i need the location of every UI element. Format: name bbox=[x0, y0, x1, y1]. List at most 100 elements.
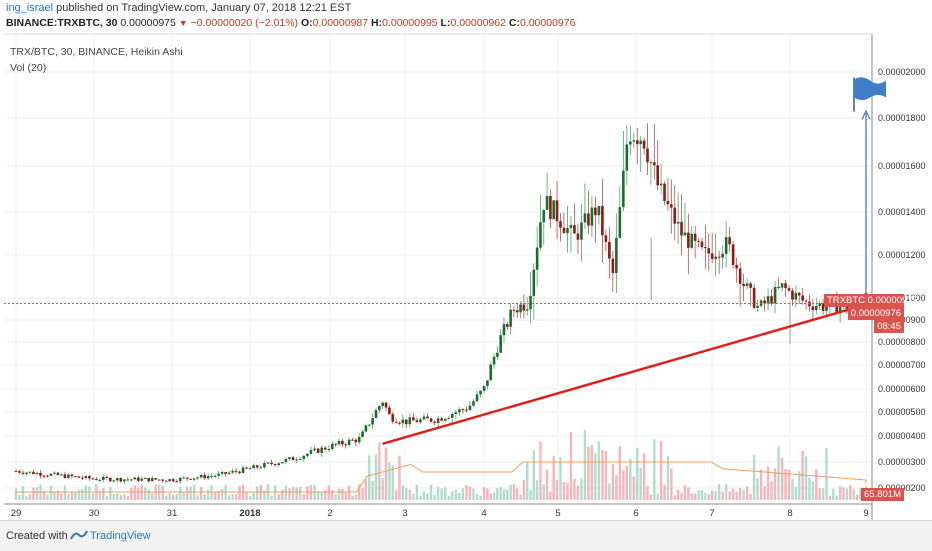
volume-bar bbox=[324, 489, 327, 500]
candle-body bbox=[663, 183, 666, 201]
candle-body bbox=[182, 477, 185, 479]
volume-bar bbox=[378, 442, 381, 500]
volume-bar bbox=[401, 485, 405, 500]
candle-body bbox=[680, 221, 683, 236]
volume-bar bbox=[196, 494, 199, 500]
candle-body bbox=[248, 468, 252, 470]
y-tick-label: 0.00000500 bbox=[878, 407, 926, 417]
candle-body bbox=[707, 248, 711, 254]
candle-body bbox=[140, 478, 144, 481]
candle-body bbox=[206, 476, 210, 479]
candle-body bbox=[351, 439, 354, 441]
volume-bar bbox=[594, 452, 597, 500]
candle-body bbox=[673, 207, 677, 224]
low-label: L: bbox=[440, 17, 451, 29]
tradingview-logo-icon bbox=[70, 530, 88, 540]
candle-body bbox=[587, 213, 590, 226]
volume-bar bbox=[63, 485, 67, 500]
volume-bar bbox=[112, 493, 116, 500]
candle-body bbox=[401, 419, 405, 424]
volume-bar bbox=[659, 440, 663, 500]
candle-body bbox=[331, 443, 334, 450]
candle-body bbox=[704, 247, 707, 249]
candle-body bbox=[700, 241, 704, 248]
candle-body bbox=[199, 474, 203, 478]
candle-body bbox=[687, 232, 690, 248]
candle-body bbox=[270, 462, 273, 465]
candle-body bbox=[433, 421, 436, 423]
tradingview-brand-link[interactable]: TradingView bbox=[90, 530, 151, 542]
candle-body bbox=[21, 472, 25, 474]
candle-body bbox=[656, 165, 660, 186]
candle-body bbox=[255, 465, 259, 468]
volume-bar bbox=[302, 494, 306, 500]
candle-body bbox=[364, 425, 368, 432]
y-tick-label: 0.00001800 bbox=[878, 113, 926, 123]
candle-body bbox=[220, 471, 224, 474]
series-legend[interactable]: TRX/BTC, 30, BINANCE, Heikin Ashi bbox=[10, 46, 183, 58]
volume-bar bbox=[842, 487, 845, 500]
volume-bar bbox=[299, 486, 302, 500]
candle-body bbox=[642, 140, 646, 149]
volume-bar bbox=[74, 492, 77, 500]
candle-body bbox=[295, 459, 298, 461]
candle-body bbox=[245, 467, 248, 469]
x-tick-label: 29 bbox=[11, 508, 22, 519]
candle-body bbox=[178, 477, 182, 482]
candle-body bbox=[611, 258, 615, 274]
volume-bar bbox=[440, 488, 443, 500]
volume-bar bbox=[224, 485, 227, 500]
volume-bar bbox=[351, 495, 354, 500]
close-value: 0.00000976 bbox=[519, 17, 576, 29]
volume-legend[interactable]: Vol (20) bbox=[10, 62, 47, 74]
volume-bar bbox=[109, 486, 112, 500]
volume-bar bbox=[288, 488, 291, 500]
candle-body bbox=[371, 418, 374, 425]
volume-bar bbox=[151, 492, 154, 500]
candle-body bbox=[143, 477, 147, 479]
candle-body bbox=[697, 240, 700, 242]
candle-body bbox=[122, 479, 126, 482]
volume-bar bbox=[189, 486, 192, 500]
volume-bar bbox=[724, 484, 728, 500]
candle-body bbox=[14, 471, 18, 473]
volume-bar bbox=[535, 480, 539, 500]
volume-bar bbox=[81, 489, 84, 500]
volume-bar bbox=[433, 494, 436, 500]
volume-bar bbox=[542, 484, 545, 500]
volume-bar bbox=[663, 484, 666, 500]
volume-bar bbox=[331, 490, 334, 500]
candle-body bbox=[133, 477, 137, 480]
candle-body bbox=[625, 144, 629, 171]
volume-bar bbox=[835, 495, 838, 500]
volume-bar bbox=[656, 493, 659, 500]
candle-body bbox=[419, 419, 422, 423]
candle-body bbox=[821, 303, 825, 311]
candle-body bbox=[415, 420, 419, 423]
price-chart[interactable]: 0.00002000 0.00001800 0.00001600 0.00001400… bbox=[0, 0, 932, 520]
volume-bar bbox=[791, 478, 794, 500]
author-link[interactable]: ing_israel bbox=[6, 2, 54, 14]
volume-bar bbox=[683, 485, 687, 500]
candle-body bbox=[164, 480, 168, 482]
close-price-tag: 0.00000976 bbox=[847, 307, 904, 320]
candle-body bbox=[486, 380, 489, 386]
candle-body bbox=[98, 479, 102, 481]
volume-bar bbox=[735, 491, 738, 500]
candle-body bbox=[46, 475, 49, 477]
candle-body bbox=[814, 306, 818, 311]
candle-body bbox=[227, 472, 231, 474]
volume-bar bbox=[347, 485, 351, 500]
volume-bar bbox=[70, 491, 74, 500]
volume-bar bbox=[756, 478, 759, 500]
volume-bar bbox=[102, 488, 105, 500]
candle-body bbox=[804, 300, 808, 302]
volume-bar bbox=[203, 494, 206, 500]
volume-bar bbox=[759, 469, 763, 500]
candle-body bbox=[583, 213, 587, 223]
volume-bar bbox=[53, 491, 56, 500]
volume-bar bbox=[227, 495, 231, 500]
candle-body bbox=[374, 410, 378, 419]
volume-bar bbox=[693, 493, 697, 500]
volume-bar bbox=[447, 495, 450, 500]
